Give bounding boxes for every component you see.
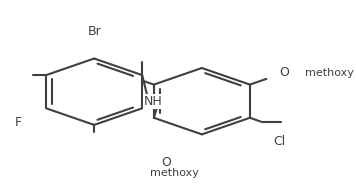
Text: O: O: [161, 156, 171, 169]
Text: methoxy: methoxy: [305, 68, 354, 78]
Text: F: F: [15, 116, 22, 129]
Text: NH: NH: [144, 95, 163, 108]
Text: O: O: [279, 66, 289, 79]
Text: Cl: Cl: [273, 135, 286, 148]
Text: methoxy: methoxy: [150, 168, 199, 178]
Text: Br: Br: [87, 25, 101, 38]
